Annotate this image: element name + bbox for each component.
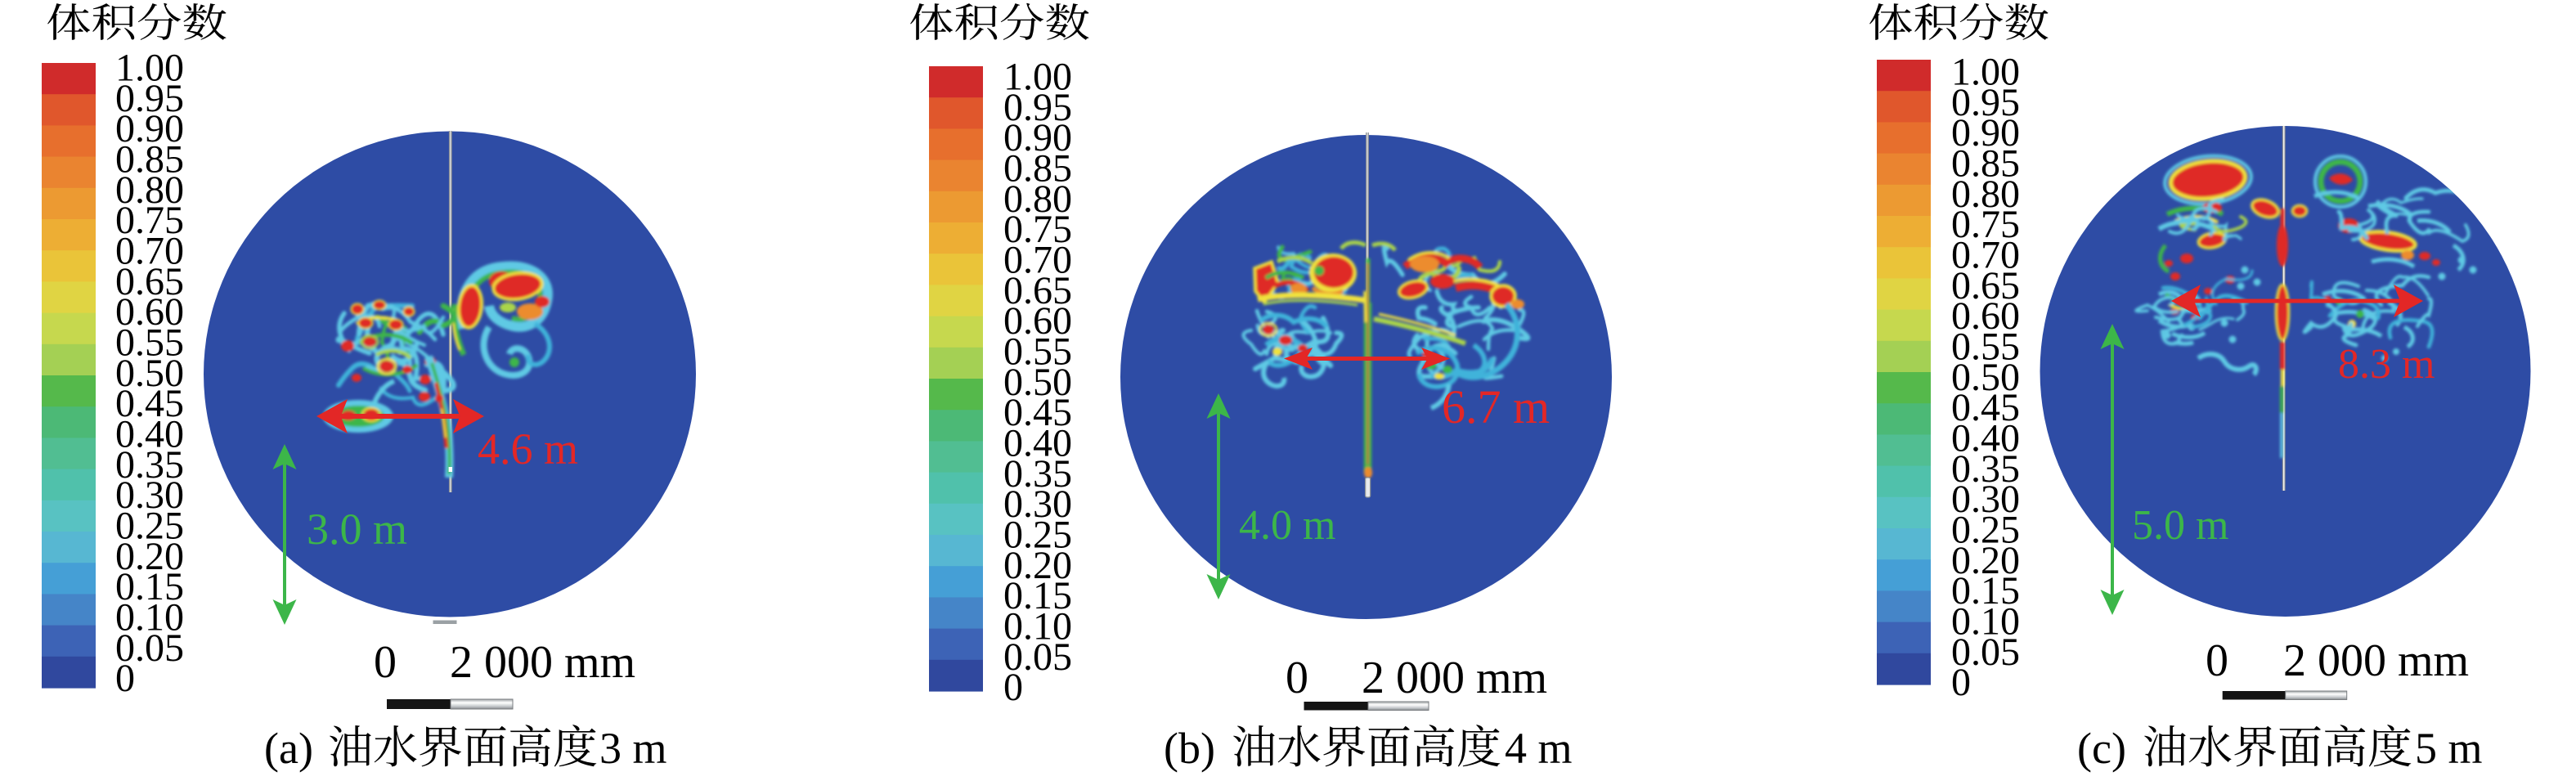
svg-text:0.10: 0.10 (1003, 604, 1072, 648)
svg-text:5 m: 5 m (2415, 724, 2483, 773)
svg-text:0.70: 0.70 (1003, 239, 1072, 282)
svg-text:8.3 m: 8.3 m (2338, 341, 2435, 388)
svg-text:0.60: 0.60 (1951, 294, 2020, 338)
svg-text:5.0 m: 5.0 m (2132, 502, 2228, 549)
svg-text:0.55: 0.55 (1951, 325, 2020, 369)
svg-text:0.25: 0.25 (1003, 513, 1072, 556)
svg-text:0.05: 0.05 (1003, 635, 1072, 679)
svg-text:0.65: 0.65 (115, 260, 184, 303)
svg-text:0.75: 0.75 (115, 199, 184, 242)
svg-text:0.90: 0.90 (1003, 116, 1072, 159)
svg-text:0.20: 0.20 (1951, 539, 2020, 582)
svg-text:3 m: 3 m (599, 724, 667, 773)
svg-text:(a): (a) (264, 724, 313, 773)
svg-text:0.25: 0.25 (115, 504, 184, 547)
svg-text:0.65: 0.65 (1003, 269, 1072, 312)
svg-text:4.6 m: 4.6 m (478, 424, 578, 474)
svg-text:1.00: 1.00 (115, 47, 184, 90)
svg-text:0.15: 0.15 (1951, 569, 2020, 613)
svg-text:0.70: 0.70 (115, 230, 184, 273)
svg-text:0.85: 0.85 (115, 138, 184, 182)
svg-text:2 000 mm: 2 000 mm (1362, 653, 1547, 703)
svg-text:0.45: 0.45 (1003, 391, 1072, 434)
svg-text:0: 0 (115, 657, 135, 700)
svg-text:0.45: 0.45 (1951, 386, 2020, 429)
svg-text:(b): (b) (1164, 724, 1215, 773)
svg-text:4.0 m: 4.0 m (1239, 502, 1335, 549)
svg-text:4 m: 4 m (1505, 724, 1573, 773)
svg-text:0.50: 0.50 (115, 352, 184, 395)
svg-text:(c): (c) (2077, 724, 2126, 773)
svg-text:0.55: 0.55 (115, 321, 184, 365)
svg-text:0.50: 0.50 (1003, 361, 1072, 404)
svg-text:1.00: 1.00 (1003, 56, 1072, 99)
svg-text:0.90: 0.90 (1951, 111, 2020, 155)
svg-text:0.95: 0.95 (1003, 86, 1072, 129)
svg-text:0: 0 (374, 637, 397, 688)
svg-text:3.0 m: 3.0 m (307, 505, 407, 554)
svg-text:0.95: 0.95 (1951, 81, 2020, 124)
svg-text:0: 0 (1003, 666, 1023, 709)
svg-text:0.30: 0.30 (1951, 478, 2020, 521)
svg-text:0.90: 0.90 (115, 107, 184, 150)
svg-text:0.80: 0.80 (115, 168, 184, 212)
svg-text:0.10: 0.10 (115, 595, 184, 639)
svg-text:0.15: 0.15 (115, 565, 184, 608)
svg-text:0: 0 (1286, 653, 1308, 703)
svg-text:0.75: 0.75 (1951, 203, 2020, 246)
svg-text:0.85: 0.85 (1951, 142, 2020, 186)
svg-text:0.40: 0.40 (1951, 417, 2020, 460)
svg-text:6.7 m: 6.7 m (1442, 380, 1550, 433)
svg-text:0.50: 0.50 (1951, 356, 2020, 399)
svg-text:0.80: 0.80 (1003, 177, 1072, 221)
svg-text:2 000 mm: 2 000 mm (2283, 635, 2469, 686)
svg-text:0.30: 0.30 (115, 474, 184, 517)
svg-text:0.95: 0.95 (115, 77, 184, 120)
svg-text:1.00: 1.00 (1951, 51, 2020, 94)
svg-text:0.30: 0.30 (1003, 483, 1072, 526)
svg-text:0.20: 0.20 (1003, 544, 1072, 587)
svg-text:0.20: 0.20 (115, 535, 184, 578)
svg-text:0.60: 0.60 (115, 290, 184, 334)
svg-text:0.25: 0.25 (1951, 508, 2020, 551)
svg-text:0.15: 0.15 (1003, 574, 1072, 617)
svg-text:0.35: 0.35 (115, 443, 184, 487)
svg-text:0.65: 0.65 (1951, 264, 2020, 307)
svg-text:2 000 mm: 2 000 mm (450, 637, 635, 688)
svg-text:0.40: 0.40 (1003, 422, 1072, 465)
svg-text:0.40: 0.40 (115, 413, 184, 456)
svg-text:0: 0 (2206, 635, 2228, 686)
svg-text:0.70: 0.70 (1951, 234, 2020, 277)
svg-text:0.10: 0.10 (1951, 599, 2020, 643)
svg-text:0.75: 0.75 (1003, 208, 1072, 251)
svg-text:0.05: 0.05 (115, 626, 184, 670)
svg-text:0.35: 0.35 (1951, 447, 2020, 491)
svg-text:0.80: 0.80 (1951, 173, 2020, 216)
svg-text:0.05: 0.05 (1951, 631, 2020, 674)
svg-text:0.35: 0.35 (1003, 452, 1072, 496)
svg-text:0.60: 0.60 (1003, 299, 1072, 343)
svg-text:0.45: 0.45 (115, 382, 184, 425)
svg-text:0.85: 0.85 (1003, 147, 1072, 191)
svg-text:0.55: 0.55 (1003, 330, 1072, 374)
svg-text:0: 0 (1951, 661, 1971, 704)
